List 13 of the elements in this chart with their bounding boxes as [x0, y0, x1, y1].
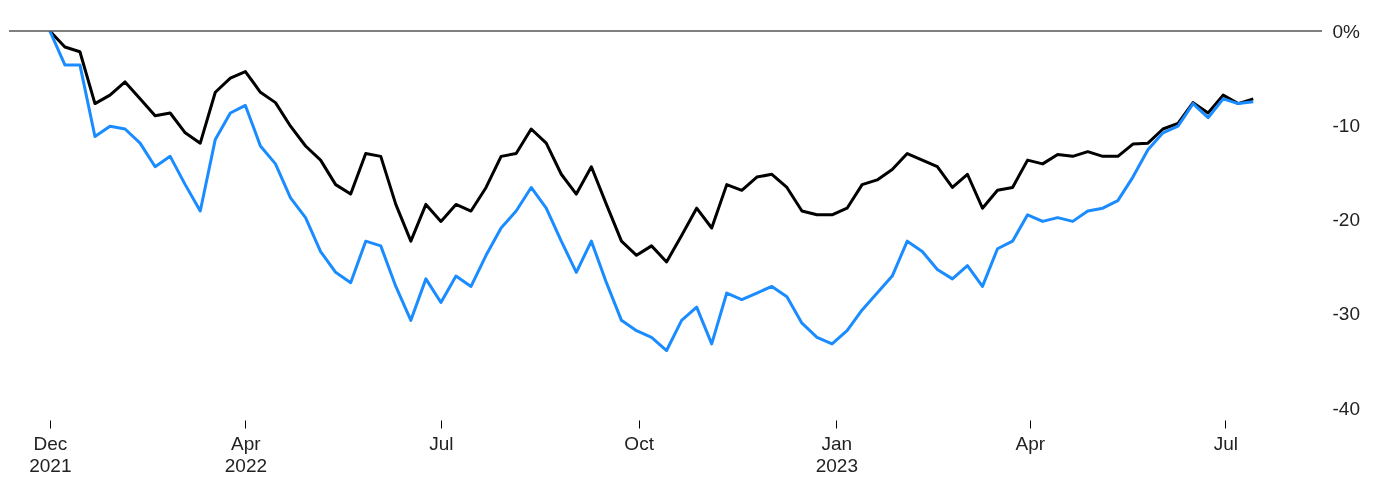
x-tick-label: Apr: [1015, 432, 1046, 454]
x-tick-label: Jul: [1213, 432, 1238, 454]
x-tick-label: Oct: [624, 432, 655, 454]
x-tick-label: Apr 2022: [224, 432, 268, 476]
y-tick-label: -30: [1332, 303, 1360, 325]
y-tick-label: 0%: [1332, 20, 1361, 42]
x-tick-label: Dec 2021: [29, 432, 72, 476]
y-tick-label: -10: [1332, 114, 1360, 136]
x-tick-label: Jul: [429, 432, 454, 454]
y-tick-label: -20: [1332, 209, 1360, 230]
y-tick-label: -40: [1332, 397, 1360, 419]
x-tick-label: Jan 2023: [815, 432, 858, 476]
line-series: [48, 31, 1255, 353]
